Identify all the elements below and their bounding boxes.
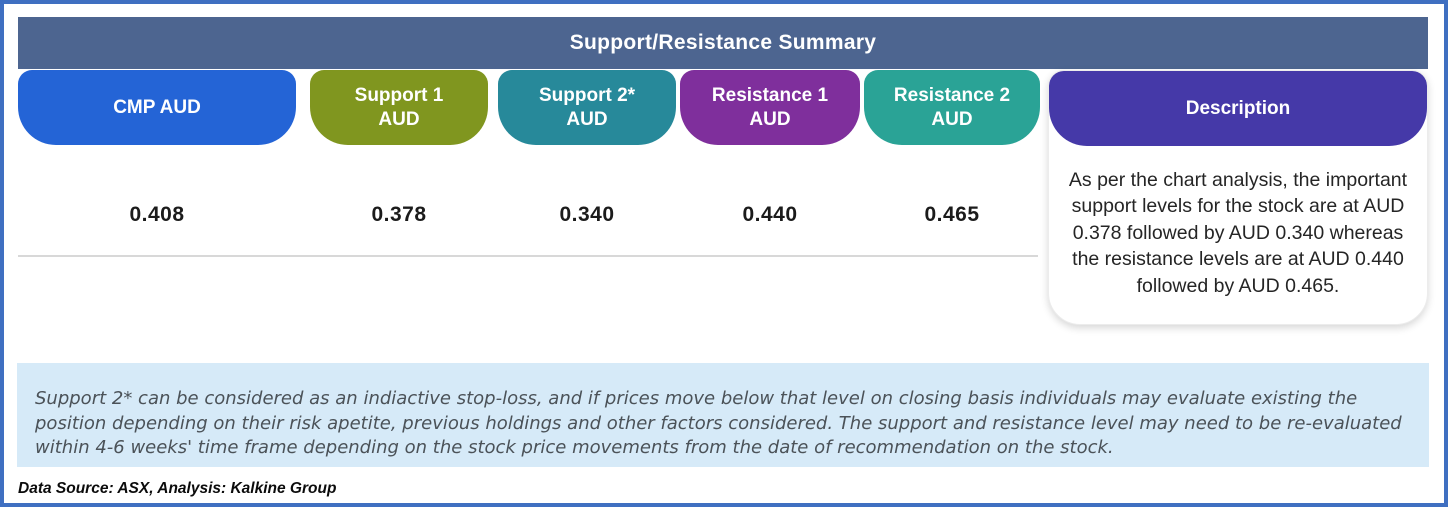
value-support-1: 0.378 <box>371 203 427 226</box>
footnote-text: Support 2* can be considered as an india… <box>17 363 1429 467</box>
column-resistance-2: Resistance 2 AUD 0.465 <box>864 70 1040 227</box>
column-resistance-1: Resistance 1 AUD 0.440 <box>680 70 860 227</box>
column-support-1: Support 1 AUD 0.378 <box>310 70 488 227</box>
column-support-2: Support 2* AUD 0.340 <box>498 70 676 227</box>
description-card: Description As per the chart analysis, t… <box>1048 70 1428 325</box>
column-header-resistance-1-line2: AUD <box>749 108 791 130</box>
row-separator-line <box>18 255 1038 257</box>
data-source-text: Data Source: ASX, Analysis: Kalkine Grou… <box>18 480 337 497</box>
column-cmp: CMP AUD 0.408 <box>18 70 296 227</box>
column-header-resistance-1-line1: Resistance 1 <box>711 84 829 106</box>
column-header-support-1: Support 1 AUD <box>310 70 488 145</box>
column-header-support-2-line2: AUD <box>566 108 608 130</box>
table-title: Support/Resistance Summary <box>569 31 877 54</box>
value-resistance-2: 0.465 <box>924 203 980 226</box>
column-header-support-2-line1: Support 2* <box>538 84 636 106</box>
column-header-support-2: Support 2* AUD <box>498 70 676 145</box>
column-header-cmp: CMP AUD <box>18 70 296 145</box>
column-header-support-1-line1: Support 1 <box>354 84 444 106</box>
column-header-resistance-2: Resistance 2 AUD <box>864 70 1040 145</box>
column-header-cmp-line1: CMP AUD <box>113 96 201 118</box>
column-header-support-1-line2: AUD <box>378 108 420 130</box>
value-resistance-1: 0.440 <box>742 203 798 226</box>
table-title-bar: Support/Resistance Summary <box>18 17 1428 69</box>
column-header-resistance-2-line2: AUD <box>931 108 973 130</box>
value-cmp: 0.408 <box>129 203 185 226</box>
column-header-resistance-1: Resistance 1 AUD <box>680 70 860 145</box>
description-text: As per the chart analysis, the important… <box>1068 168 1408 297</box>
value-support-2: 0.340 <box>559 203 615 226</box>
column-header-resistance-2-line1: Resistance 2 <box>893 84 1011 106</box>
column-header-description: Description <box>1049 71 1427 146</box>
column-header-description-label: Description <box>1185 97 1291 119</box>
